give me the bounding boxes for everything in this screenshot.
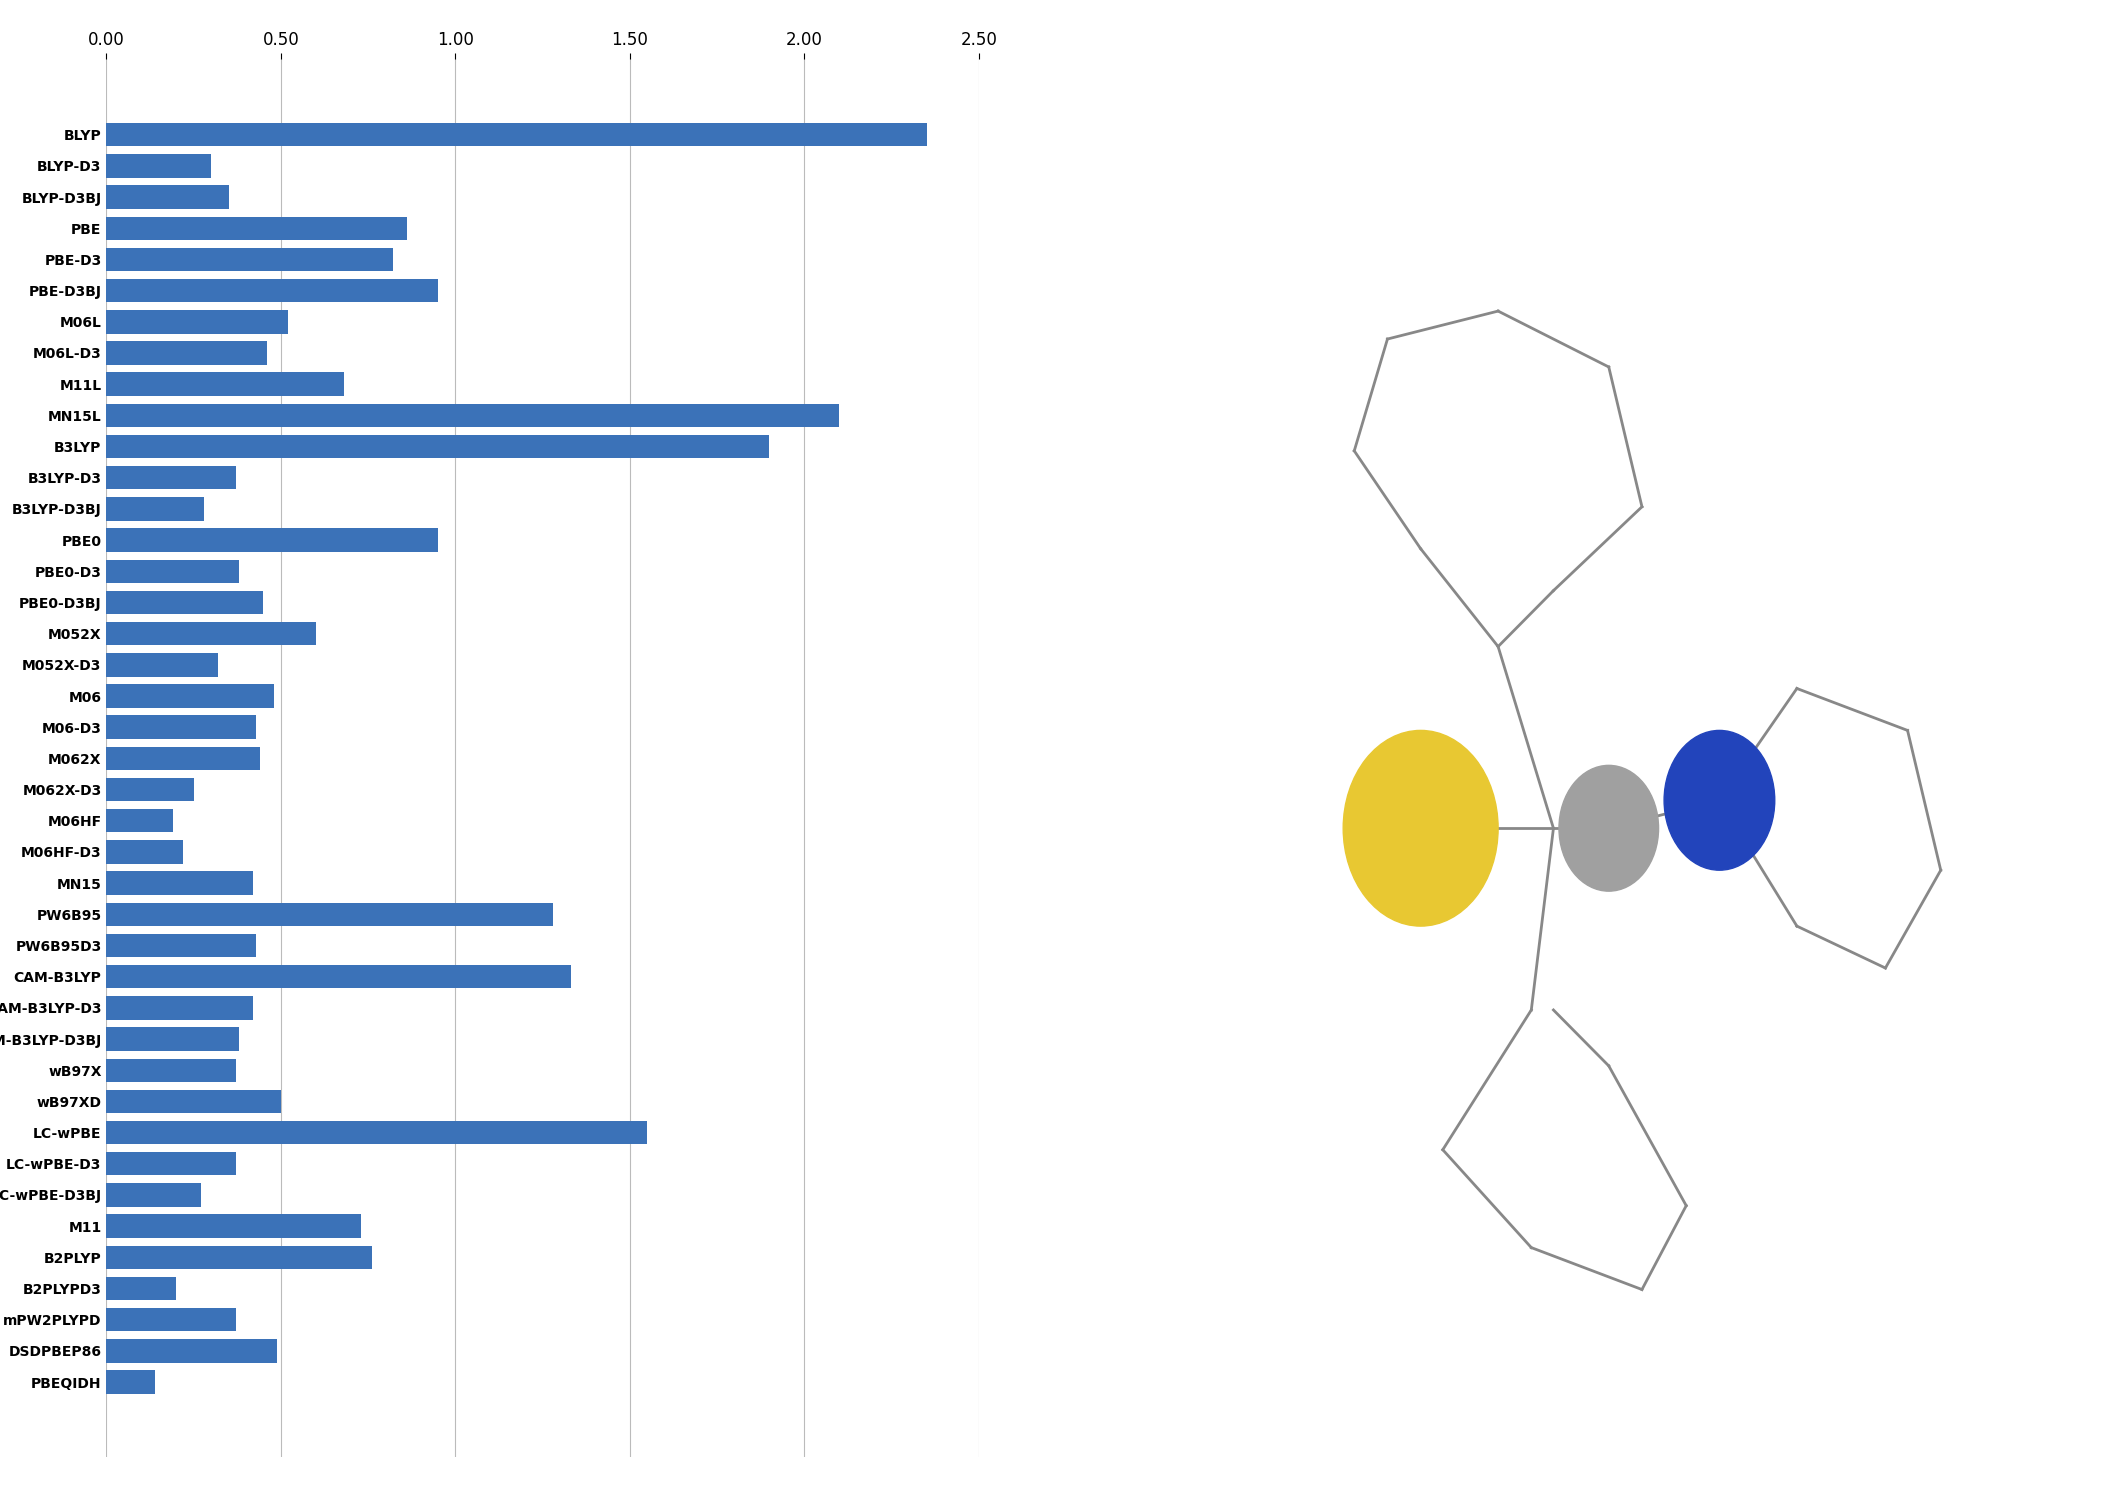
Bar	[106, 280, 438, 302]
Bar	[106, 1121, 647, 1145]
Bar	[106, 965, 570, 989]
Bar	[106, 434, 770, 458]
Bar	[106, 840, 183, 864]
Bar	[106, 1059, 236, 1083]
Bar	[106, 653, 217, 677]
Bar	[106, 622, 315, 645]
Bar	[106, 1028, 238, 1051]
Circle shape	[1560, 766, 1658, 891]
Bar	[106, 1277, 177, 1300]
Bar	[106, 809, 172, 833]
Bar	[106, 590, 264, 614]
Bar	[106, 311, 287, 333]
Bar	[106, 715, 257, 739]
Circle shape	[1343, 730, 1498, 926]
Bar	[106, 871, 253, 895]
Bar	[106, 123, 926, 146]
Bar	[106, 465, 236, 489]
Bar	[106, 559, 238, 583]
Bar	[106, 342, 266, 364]
Bar	[106, 1371, 155, 1393]
Bar	[106, 1152, 236, 1175]
Bar	[106, 1246, 372, 1268]
Bar	[106, 1090, 281, 1114]
Bar	[106, 1309, 236, 1331]
Bar	[106, 217, 406, 239]
Bar	[106, 155, 211, 177]
Bar	[106, 186, 228, 208]
Bar	[106, 778, 194, 801]
Bar	[106, 1340, 277, 1362]
Bar	[106, 934, 257, 958]
Bar	[106, 903, 553, 926]
Bar	[106, 684, 275, 708]
Circle shape	[1664, 730, 1775, 870]
Bar	[106, 248, 392, 271]
Bar	[106, 403, 838, 427]
Bar	[106, 528, 438, 552]
Bar	[106, 372, 345, 396]
Bar	[106, 1215, 362, 1237]
Bar	[106, 746, 260, 770]
Bar	[106, 1184, 200, 1206]
Bar	[106, 996, 253, 1020]
Bar	[106, 497, 204, 520]
